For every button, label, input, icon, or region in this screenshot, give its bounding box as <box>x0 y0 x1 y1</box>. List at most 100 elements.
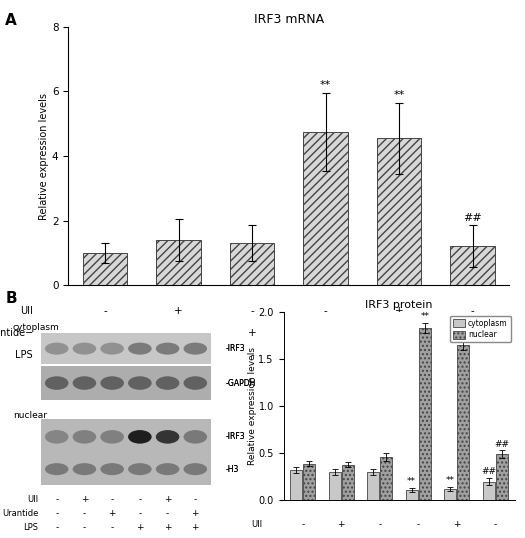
Ellipse shape <box>72 343 96 355</box>
Text: -: - <box>494 520 497 529</box>
Text: -: - <box>103 350 107 360</box>
Text: +: + <box>174 306 183 316</box>
Text: +: + <box>192 509 199 518</box>
Ellipse shape <box>45 463 68 475</box>
Text: -IRF3: -IRF3 <box>225 433 245 441</box>
Ellipse shape <box>184 376 207 390</box>
Ellipse shape <box>128 376 152 390</box>
Text: -IRF3: -IRF3 <box>225 344 245 353</box>
Text: UII: UII <box>27 495 38 504</box>
Text: cytoplasm: cytoplasm <box>13 323 59 331</box>
Text: -IRF3: -IRF3 <box>225 433 245 441</box>
Text: -: - <box>176 350 181 360</box>
Bar <box>83 253 127 285</box>
Text: -: - <box>138 495 141 504</box>
Text: **: ** <box>459 329 468 338</box>
Text: +: + <box>248 328 256 338</box>
Text: +: + <box>321 350 330 360</box>
Text: +: + <box>468 328 477 338</box>
Text: ##: ## <box>463 213 482 223</box>
Text: **: ** <box>393 90 405 100</box>
Text: -: - <box>55 495 58 504</box>
Bar <box>40 366 212 400</box>
Text: +: + <box>81 495 88 504</box>
Y-axis label: Relative expression levels: Relative expression levels <box>39 93 49 220</box>
Ellipse shape <box>128 463 152 475</box>
Bar <box>303 464 316 500</box>
Bar <box>40 333 212 364</box>
Text: LPS: LPS <box>15 350 33 360</box>
Text: -: - <box>55 509 58 518</box>
Text: -: - <box>176 328 181 338</box>
Ellipse shape <box>100 376 124 390</box>
Bar <box>380 457 393 500</box>
Text: -: - <box>301 520 304 529</box>
Ellipse shape <box>100 463 124 475</box>
Ellipse shape <box>100 343 124 355</box>
Ellipse shape <box>72 430 96 444</box>
Ellipse shape <box>156 430 180 444</box>
Legend: cytoplasm, nuclear: cytoplasm, nuclear <box>450 316 511 342</box>
Bar <box>329 472 341 500</box>
Bar <box>496 454 508 500</box>
Ellipse shape <box>45 376 68 390</box>
Text: UII: UII <box>251 520 262 529</box>
Text: +: + <box>453 520 460 529</box>
Text: -: - <box>378 520 381 529</box>
Text: Urantide: Urantide <box>2 509 38 518</box>
Bar <box>290 470 302 500</box>
Bar <box>457 345 469 500</box>
Text: -GAPDH: -GAPDH <box>225 379 256 387</box>
Text: +: + <box>192 523 199 532</box>
Text: -H3: -H3 <box>225 465 239 473</box>
Bar <box>405 490 418 500</box>
Ellipse shape <box>184 430 207 444</box>
Ellipse shape <box>156 343 180 355</box>
Bar <box>156 240 201 285</box>
Ellipse shape <box>100 430 124 444</box>
Bar <box>40 420 212 454</box>
Text: -: - <box>323 328 328 338</box>
Text: **: ** <box>421 313 429 322</box>
Text: -IRF3: -IRF3 <box>225 344 245 353</box>
Text: +: + <box>108 509 116 518</box>
Title: IRF3 protein: IRF3 protein <box>365 300 433 310</box>
Text: -: - <box>83 523 86 532</box>
Bar <box>230 243 274 285</box>
Text: +: + <box>395 350 403 360</box>
Text: -: - <box>103 328 107 338</box>
Text: -H3: -H3 <box>225 465 239 473</box>
Text: -: - <box>323 306 328 316</box>
Text: **: ** <box>320 81 331 90</box>
Ellipse shape <box>128 430 152 444</box>
Ellipse shape <box>184 343 207 355</box>
Text: -: - <box>250 350 254 360</box>
Bar <box>418 328 431 500</box>
Bar <box>342 465 354 500</box>
Ellipse shape <box>45 430 68 444</box>
Text: -: - <box>417 520 420 529</box>
Bar <box>482 482 495 500</box>
Ellipse shape <box>156 376 180 390</box>
Text: -: - <box>111 523 114 532</box>
Text: +: + <box>468 350 477 360</box>
Text: **: ** <box>407 477 416 486</box>
Text: -: - <box>166 509 169 518</box>
Text: +: + <box>395 306 403 316</box>
Text: B: B <box>5 291 17 306</box>
Text: -: - <box>138 509 141 518</box>
Text: ##: ## <box>481 467 496 476</box>
Bar <box>40 454 212 485</box>
Text: -: - <box>83 509 86 518</box>
Text: +: + <box>164 495 171 504</box>
Bar <box>444 489 456 500</box>
Y-axis label: Relative expression levels: Relative expression levels <box>248 347 257 465</box>
Text: A: A <box>5 13 17 29</box>
Text: -: - <box>55 523 58 532</box>
Bar <box>303 132 348 285</box>
Bar <box>450 246 495 285</box>
Text: -: - <box>111 495 114 504</box>
Ellipse shape <box>156 463 180 475</box>
Text: -: - <box>103 306 107 316</box>
Text: ##: ## <box>495 440 509 449</box>
